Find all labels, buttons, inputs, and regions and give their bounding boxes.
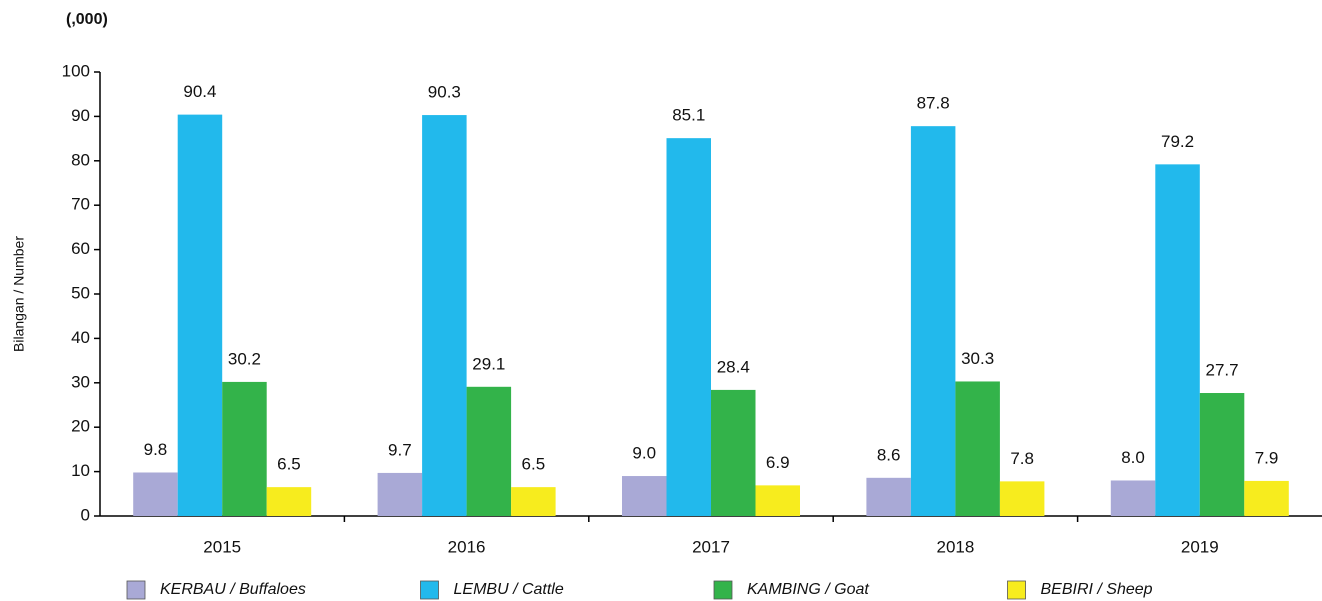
y-tick-label: 90 [71, 106, 90, 125]
bar [999, 481, 1045, 516]
value-label: 6.9 [766, 453, 790, 472]
legend-swatch [713, 580, 733, 600]
value-label: 7.8 [1010, 449, 1034, 468]
value-label: 28.4 [717, 357, 750, 376]
y-tick-label: 20 [71, 417, 90, 436]
bar [755, 485, 800, 516]
value-label: 27.7 [1206, 360, 1239, 379]
value-label: 90.3 [428, 83, 461, 102]
value-label: 29.1 [472, 354, 505, 373]
legend-label: LEMBU / Cattle [454, 581, 564, 598]
y-tick-label: 0 [81, 505, 90, 524]
y-tick-label: 80 [71, 150, 90, 169]
value-label: 85.1 [672, 106, 705, 125]
value-label: 90.4 [183, 82, 216, 101]
value-label: 30.3 [961, 349, 994, 368]
bar [622, 476, 667, 516]
value-label: 30.2 [228, 349, 261, 368]
legend-label: KAMBING / Goat [747, 581, 869, 598]
x-tick-label: 2016 [448, 537, 486, 556]
value-label: 7.9 [1255, 448, 1279, 467]
bar [266, 487, 312, 516]
bar [377, 472, 423, 516]
x-tick-label: 2018 [936, 537, 974, 556]
value-label: 9.8 [144, 440, 168, 459]
legend-label: BEBIRI / Sheep [1041, 581, 1153, 598]
y-axis-label: Bilangan / Number [11, 236, 27, 352]
bar [1155, 164, 1200, 517]
value-label: 6.5 [277, 455, 301, 474]
value-label: 9.0 [632, 444, 656, 463]
y-tick-label: 30 [71, 372, 90, 391]
bar [1110, 480, 1156, 516]
value-label: 87.8 [917, 94, 950, 113]
bar [177, 114, 223, 517]
value-label: 9.7 [388, 440, 412, 459]
x-tick-label: 2015 [203, 537, 241, 556]
bar [955, 381, 1000, 516]
y-tick-label: 10 [71, 461, 90, 480]
legend-swatch [1007, 580, 1026, 600]
y-tick-label: 50 [71, 283, 90, 302]
x-tick-label: 2017 [692, 537, 730, 556]
bar [666, 138, 711, 516]
bar [133, 472, 178, 516]
y-tick-label: 60 [71, 239, 90, 258]
bar [222, 381, 267, 516]
bar [1244, 480, 1289, 516]
bar [711, 389, 756, 516]
value-label: 8.6 [877, 445, 901, 464]
legend-swatch [420, 580, 439, 600]
bar [1199, 393, 1245, 516]
bar [866, 477, 911, 516]
value-label: 8.0 [1121, 448, 1145, 467]
unit-label: (,000) [66, 11, 108, 28]
y-tick-label: 70 [71, 195, 90, 214]
legend-swatch [126, 580, 146, 600]
x-tick-label: 2019 [1181, 537, 1219, 556]
value-label: 79.2 [1161, 132, 1194, 151]
bar [910, 126, 956, 516]
bar [466, 386, 512, 516]
bar [511, 487, 556, 516]
bar [422, 115, 467, 517]
value-label: 6.5 [522, 455, 546, 474]
y-tick-label: 40 [71, 328, 90, 347]
legend-label: KERBAU / Buffaloes [160, 581, 306, 598]
y-tick-label: 100 [62, 61, 90, 80]
